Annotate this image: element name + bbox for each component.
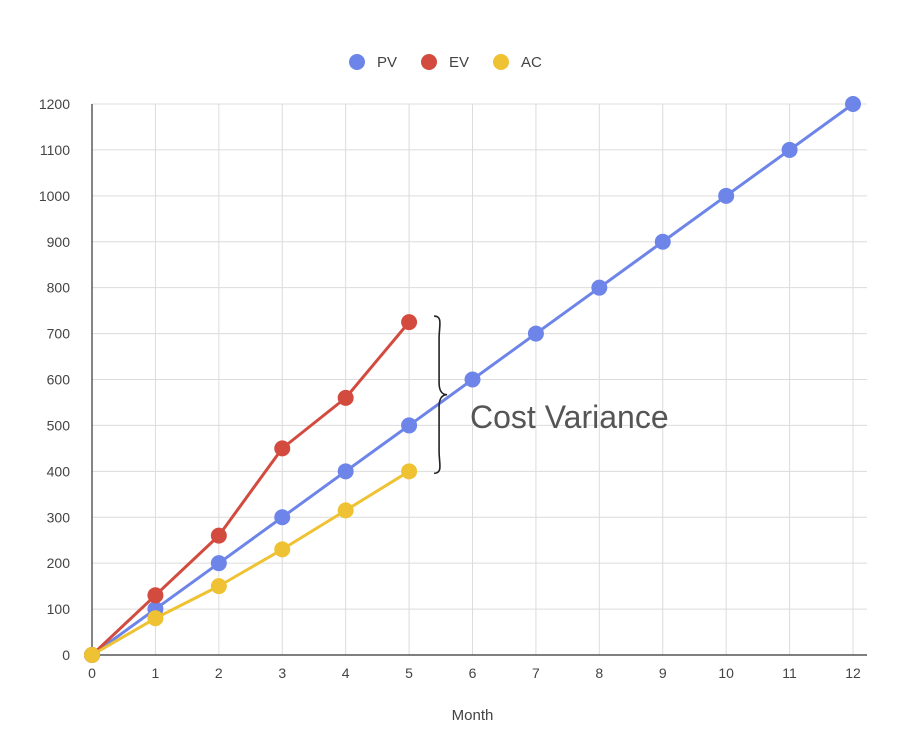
data-point-pv bbox=[210, 555, 227, 572]
x-tick-label: 7 bbox=[532, 665, 540, 681]
data-point-pv bbox=[401, 417, 418, 434]
legend-label-ev: EV bbox=[449, 54, 469, 71]
legend-marker-ac bbox=[493, 54, 509, 70]
cost-variance-brace bbox=[433, 315, 448, 475]
y-tick-label: 900 bbox=[47, 234, 71, 250]
data-point-pv bbox=[274, 509, 291, 526]
y-tick-label: 100 bbox=[47, 601, 71, 617]
data-point-pv bbox=[464, 371, 481, 388]
data-point-ev bbox=[210, 527, 227, 544]
x-tick-label: 4 bbox=[342, 665, 350, 681]
annotation-label: Cost Variance bbox=[470, 399, 669, 435]
legend-label-ac: AC bbox=[521, 54, 542, 71]
x-tick-label: 3 bbox=[278, 665, 286, 681]
x-tick-label: 12 bbox=[845, 665, 861, 681]
data-point-ev bbox=[274, 440, 291, 457]
data-point-ac bbox=[337, 502, 354, 519]
data-point-pv bbox=[337, 463, 354, 480]
x-tick-label: 0 bbox=[88, 665, 96, 681]
data-point-ac bbox=[401, 463, 418, 480]
data-point-pv bbox=[591, 279, 608, 296]
data-point-ev bbox=[401, 314, 418, 331]
y-tick-label: 500 bbox=[47, 417, 71, 433]
x-tick-label: 2 bbox=[215, 665, 223, 681]
series-line-ev bbox=[90, 321, 411, 657]
data-point-ac bbox=[274, 541, 291, 558]
axes: 0100200300400500600700800900100011001200… bbox=[39, 96, 867, 681]
legend-label-pv: PV bbox=[377, 54, 397, 71]
x-tick-label: 8 bbox=[595, 665, 603, 681]
y-tick-label: 1000 bbox=[39, 188, 70, 204]
data-point-ev bbox=[337, 389, 354, 406]
data-point-pv bbox=[781, 141, 798, 158]
y-tick-label: 300 bbox=[47, 509, 71, 525]
y-tick-label: 0 bbox=[62, 647, 70, 663]
data-point-pv bbox=[527, 325, 544, 342]
x-tick-label: 5 bbox=[405, 665, 413, 681]
data-point-ac bbox=[210, 578, 227, 595]
y-tick-label: 1100 bbox=[40, 142, 70, 158]
y-tick-label: 200 bbox=[47, 555, 71, 571]
x-tick-label: 1 bbox=[152, 665, 160, 681]
series-layer bbox=[84, 96, 861, 663]
data-point-pv bbox=[845, 96, 861, 112]
x-tick-label: 11 bbox=[782, 665, 797, 681]
data-point-ac bbox=[147, 610, 164, 627]
legend-marker-pv bbox=[349, 54, 365, 70]
y-tick-label: 400 bbox=[47, 463, 71, 479]
x-tick-label: 9 bbox=[659, 665, 667, 681]
legend: PV EV AC bbox=[349, 54, 542, 71]
data-point-ev bbox=[147, 587, 164, 604]
x-tick-label: 6 bbox=[469, 665, 477, 681]
y-tick-label: 800 bbox=[47, 280, 71, 296]
y-tick-label: 700 bbox=[47, 326, 71, 342]
data-point-ac bbox=[84, 647, 100, 663]
data-point-pv bbox=[654, 233, 671, 250]
annotation-layer: Cost Variance bbox=[433, 315, 669, 475]
series-line-ac bbox=[91, 470, 410, 657]
x-tick-label: 10 bbox=[718, 665, 734, 681]
y-tick-label: 1200 bbox=[39, 96, 70, 112]
data-point-pv bbox=[718, 187, 735, 204]
x-axis-title: Month bbox=[452, 707, 494, 724]
legend-marker-ev bbox=[421, 54, 437, 70]
y-tick-label: 600 bbox=[47, 372, 71, 388]
